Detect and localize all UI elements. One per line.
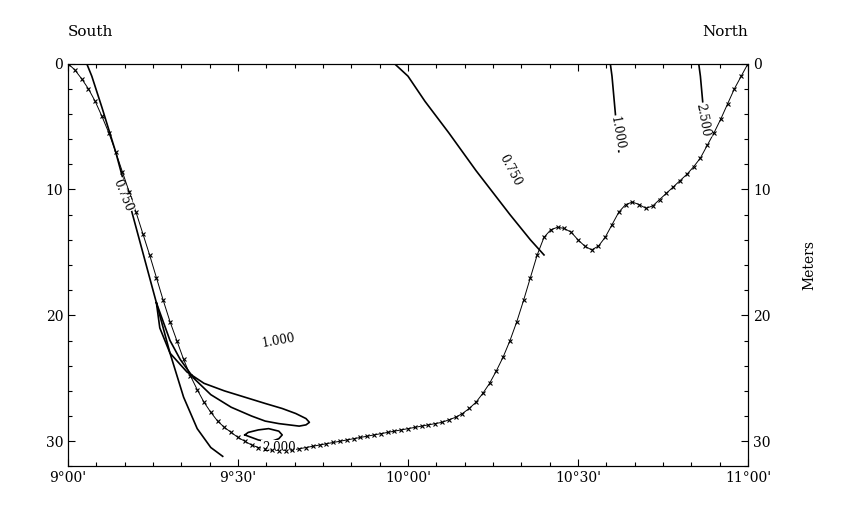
Text: South: South (68, 25, 113, 39)
Text: 1.000: 1.000 (261, 331, 297, 350)
Text: 1.000: 1.000 (608, 115, 626, 151)
Text: 0.750: 0.750 (110, 178, 135, 214)
Text: Meters: Meters (802, 240, 816, 290)
Text: 2.000: 2.000 (262, 441, 296, 454)
Text: 0.750: 0.750 (496, 153, 524, 189)
Text: North: North (702, 25, 748, 39)
Text: 2.500: 2.500 (694, 103, 712, 138)
